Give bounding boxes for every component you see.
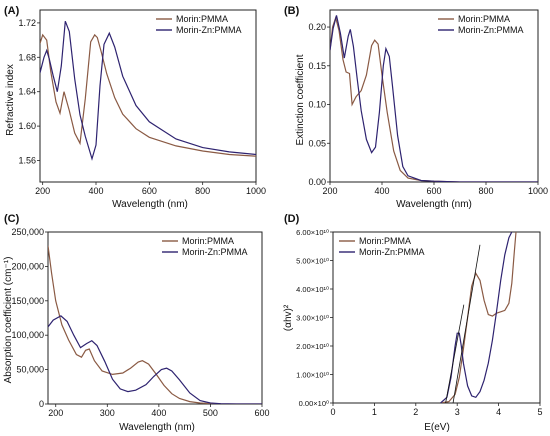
panel-d-xtick-label: 2	[413, 407, 418, 417]
panel-d-frame	[332, 231, 541, 404]
panel-d-xtick-label: 1	[372, 407, 377, 417]
panel-b-ytick-label: 0.05	[308, 138, 326, 148]
panel-d-legend-label: Morin-Zn:PMMA	[359, 247, 425, 257]
panel-b-series-morin	[330, 15, 538, 182]
panel-c-series-morin	[48, 245, 262, 404]
panel-a-xtick-label: 800	[195, 186, 210, 196]
panel-a: (A) Wavelength (nm) Refractive index 200…	[4, 5, 266, 210]
panel-c-series-zn	[48, 315, 262, 404]
panel-a-legend-label: Morin:PMMA	[176, 14, 228, 24]
panel-a-ytick-label: 1.68	[18, 52, 36, 62]
panel-c-xtick-label: 600	[254, 408, 269, 418]
panel-b-ytick-label: 0.15	[308, 61, 326, 71]
panel-d-xtick-label: 5	[537, 407, 542, 417]
panel-b-xtick-label: 1000	[528, 186, 548, 196]
panel-c-ytick-label: 0	[39, 399, 44, 409]
panel-c-xtick-label: 300	[100, 408, 115, 418]
panel-a-xtick-label: 1000	[246, 186, 266, 196]
panel-d-xtick-label: 0	[330, 407, 335, 417]
panel-d-xtick-label: 4	[496, 407, 501, 417]
panel-d-series-zn	[440, 232, 513, 403]
panel-d-series-morin	[440, 232, 517, 403]
panel-a-series-zn	[40, 20, 256, 161]
panel-b-ytick-label: 0.10	[308, 100, 326, 110]
panel-c-ylabel: Absorption coefficient (cm⁻¹)	[3, 257, 14, 384]
panel-d-legend-label: Morin:PMMA	[359, 236, 411, 246]
panel-d-xtick-label: 3	[455, 407, 460, 417]
panel-a-ylabel: Refractive index	[5, 64, 16, 136]
panel-c: (C) Wavelength (nm) Absorption coefficie…	[3, 213, 270, 433]
panel-b-frame	[329, 9, 539, 183]
panel-d-fit-line	[452, 244, 481, 403]
panel-a-xtick-label: 600	[142, 186, 157, 196]
panel-b-series-zn	[330, 15, 538, 182]
panel-c-ytick-label: 150,000	[11, 296, 44, 306]
panel-b: (B) Wavelength (nm) Extinction coefficie…	[284, 5, 548, 210]
panel-a-label: (A)	[4, 5, 20, 17]
panel-d: (D) E(eV) (αhv)² 0 1 2 3 4 5 0.00×10⁰ 1.00×10¹⁰…	[283, 213, 543, 433]
panel-c-xtick-label: 500	[203, 408, 218, 418]
panel-d-ytick-label: 3.00×10¹⁰	[296, 314, 329, 323]
panel-b-ytick-label: 0.20	[308, 22, 326, 32]
panel-b-label: (B)	[284, 5, 300, 17]
panel-c-legend-label: Morin:PMMA	[182, 236, 234, 246]
panel-d-ytick-label: 0.00×10⁰	[299, 399, 329, 408]
panel-b-ytick-label: 0.00	[308, 177, 326, 187]
panel-c-ytick-label: 100,000	[11, 330, 44, 340]
panel-a-xtick-label: 200	[35, 186, 50, 196]
panel-b-legend-label: Morin-Zn:PMMA	[458, 25, 524, 35]
panel-a-ytick-label: 1.56	[18, 156, 36, 166]
panel-a-frame	[39, 9, 257, 183]
panel-b-xtick-label: 200	[322, 186, 337, 196]
panel-c-ytick-label: 250,000	[11, 227, 44, 237]
panel-d-xlabel: E(eV)	[424, 422, 450, 433]
panel-d-fit-line	[445, 304, 465, 403]
panel-d-ytick-label: 2.00×10¹⁰	[296, 342, 329, 351]
panel-d-ytick-label: 1.00×10¹⁰	[296, 371, 329, 380]
panel-c-ytick-label: 200,000	[11, 261, 44, 271]
panel-b-xtick-label: 800	[478, 186, 493, 196]
panel-d-ytick-label: 5.00×10¹⁰	[296, 257, 329, 266]
panel-c-xlabel: Wavelength (nm)	[119, 422, 195, 433]
panel-a-xlabel: Wavelength (nm)	[112, 199, 188, 210]
panel-d-ytick-label: 6.00×10¹⁰	[296, 228, 329, 237]
panel-b-ylabel: Extinction coefficient	[295, 54, 306, 145]
panel-c-xtick-label: 400	[151, 408, 166, 418]
panel-d-ylabel: (αhv)²	[283, 304, 294, 331]
panel-b-xlabel: Wavelength (nm)	[396, 199, 472, 210]
panel-b-legend-label: Morin:PMMA	[458, 14, 510, 24]
panel-c-xtick-label: 200	[48, 408, 63, 418]
panel-a-xtick-label: 400	[88, 186, 103, 196]
panel-a-series-morin	[40, 33, 256, 157]
panel-a-legend-label: Morin-Zn:PMMA	[176, 25, 242, 35]
panel-b-xtick-label: 400	[374, 186, 389, 196]
panel-a-ytick-label: 1.72	[18, 18, 36, 28]
panel-c-legend-label: Morin-Zn:PMMA	[182, 247, 248, 257]
panel-a-ytick-label: 1.64	[18, 87, 36, 97]
panel-d-label: (D)	[284, 213, 300, 225]
panel-c-label: (C)	[4, 213, 20, 225]
panel-d-ytick-label: 4.00×10¹⁰	[296, 285, 329, 294]
panel-c-frame	[47, 231, 263, 405]
panel-b-xtick-label: 600	[426, 186, 441, 196]
panel-c-ytick-label: 50,000	[16, 365, 44, 375]
panel-a-ytick-label: 1.60	[18, 121, 36, 131]
